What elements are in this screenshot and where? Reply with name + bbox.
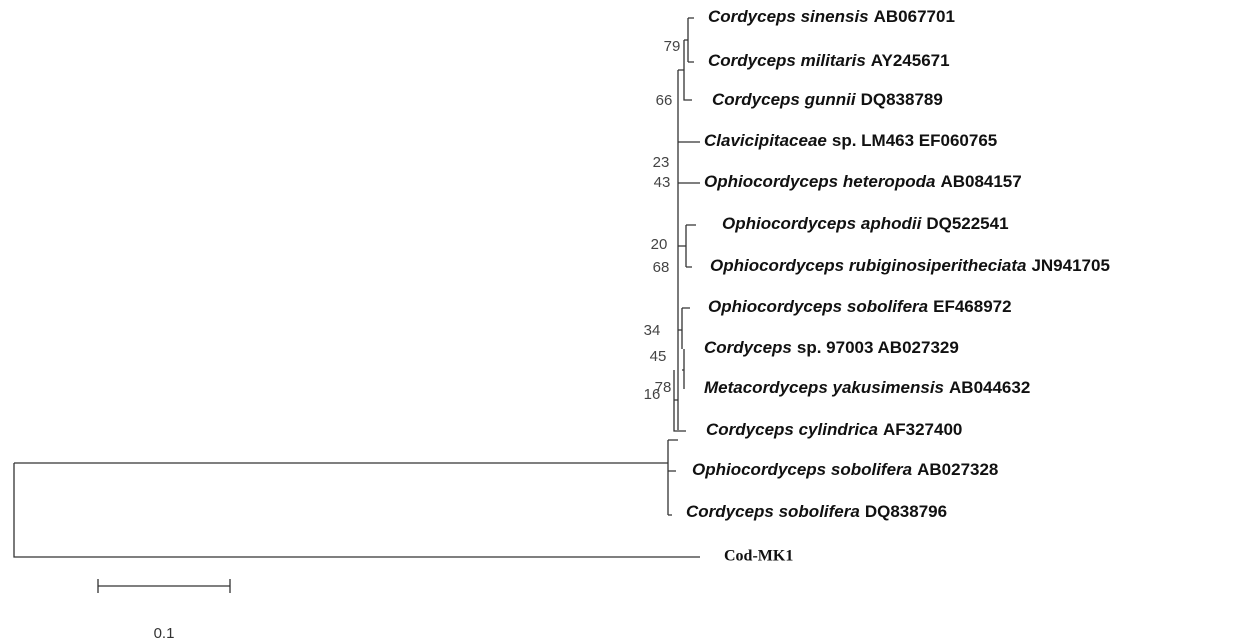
scale-label: 0.1 (154, 625, 175, 642)
leaf-label: Metacordyceps yakusimensis AB044632 (704, 378, 1030, 397)
bootstrap-value: 20 (651, 236, 668, 253)
leaf-accession: AY245671 (871, 51, 950, 70)
bootstrap-value: 43 (654, 174, 671, 191)
leaf-taxon: Cordyceps militaris (708, 51, 866, 70)
leaf-accession: AF327400 (883, 420, 962, 439)
leaf-label: Cordyceps gunnii DQ838789 (712, 90, 943, 109)
leaf-accession: DQ838789 (861, 90, 943, 109)
scale-bar: 0.1 (97, 579, 231, 642)
leaf-taxon: Cordyceps gunnii (712, 90, 857, 109)
leaf-label: Ophiocordyceps aphodii DQ522541 (722, 214, 1009, 233)
leaf-accession: AB084157 (940, 172, 1021, 191)
leaf-taxon: Cordyceps sobolifera (686, 502, 860, 521)
outgroup-label: Cod-MK1 (724, 548, 793, 565)
bootstrap-value: 16 (644, 386, 661, 403)
bootstrap-value: 66 (656, 92, 673, 109)
leaf-taxon: Ophiocordyceps sobolifera (692, 460, 912, 479)
leaf-label: Ophiocordyceps heteropoda AB084157 (704, 172, 1022, 191)
bootstrap-value: 68 (653, 259, 670, 276)
leaf-taxon: Metacordyceps yakusimensis (704, 378, 944, 397)
leaf-label: Clavicipitaceae sp. LM463 EF060765 (704, 131, 997, 150)
leaf-label: Cordyceps sobolifera DQ838796 (686, 502, 947, 521)
bootstrap-value: 23 (653, 154, 670, 171)
leaf-accession: AB027328 (917, 460, 998, 479)
leaf-label: Cordyceps sinensis AB067701 (708, 7, 955, 26)
leaf-label: Ophiocordyceps sobolifera AB027328 (692, 460, 998, 479)
leaf-label: Ophiocordyceps rubiginosiperitheciata JN9… (710, 256, 1110, 275)
bootstrap-value: 34 (644, 322, 661, 339)
leaf-taxon: Clavicipitaceae (704, 131, 827, 150)
tree-branches (13, 17, 700, 558)
leaf-taxon: Cordyceps (704, 338, 792, 357)
leaf-accession: JN941705 (1031, 256, 1109, 275)
leaf-label: Cordyceps cylindrica AF327400 (706, 420, 962, 439)
leaf-accession: sp. 97003 AB027329 (797, 338, 959, 357)
bootstrap-value: 78 (655, 379, 672, 396)
leaf-taxon: Ophiocordyceps aphodii (722, 214, 923, 233)
leaf-taxon: Ophiocordyceps heteropoda (704, 172, 935, 191)
leaf-accession: DQ838796 (865, 502, 947, 521)
leaf-label: Ophiocordyceps sobolifera EF468972 (708, 297, 1012, 316)
bootstrap-value: 79 (664, 38, 681, 55)
leaf-accession: AB067701 (874, 7, 955, 26)
leaf-accession: sp. LM463 EF060765 (832, 131, 997, 150)
leaf-accession: DQ522541 (926, 214, 1008, 233)
leaf-taxon: Ophiocordyceps rubiginosiperitheciata (710, 256, 1026, 275)
leaf-taxon: Cordyceps sinensis (708, 7, 869, 26)
leaf-taxon: Cordyceps cylindrica (706, 420, 878, 439)
leaf-label: Cordyceps militaris AY245671 (708, 51, 950, 70)
leaf-accession: AB044632 (949, 378, 1030, 397)
leaf-accession: EF468972 (933, 297, 1011, 316)
leaf-taxon: Ophiocordyceps sobolifera (708, 297, 928, 316)
leaf-label: Cordyceps sp. 97003 AB027329 (704, 338, 959, 357)
bootstrap-value: 45 (650, 348, 667, 365)
